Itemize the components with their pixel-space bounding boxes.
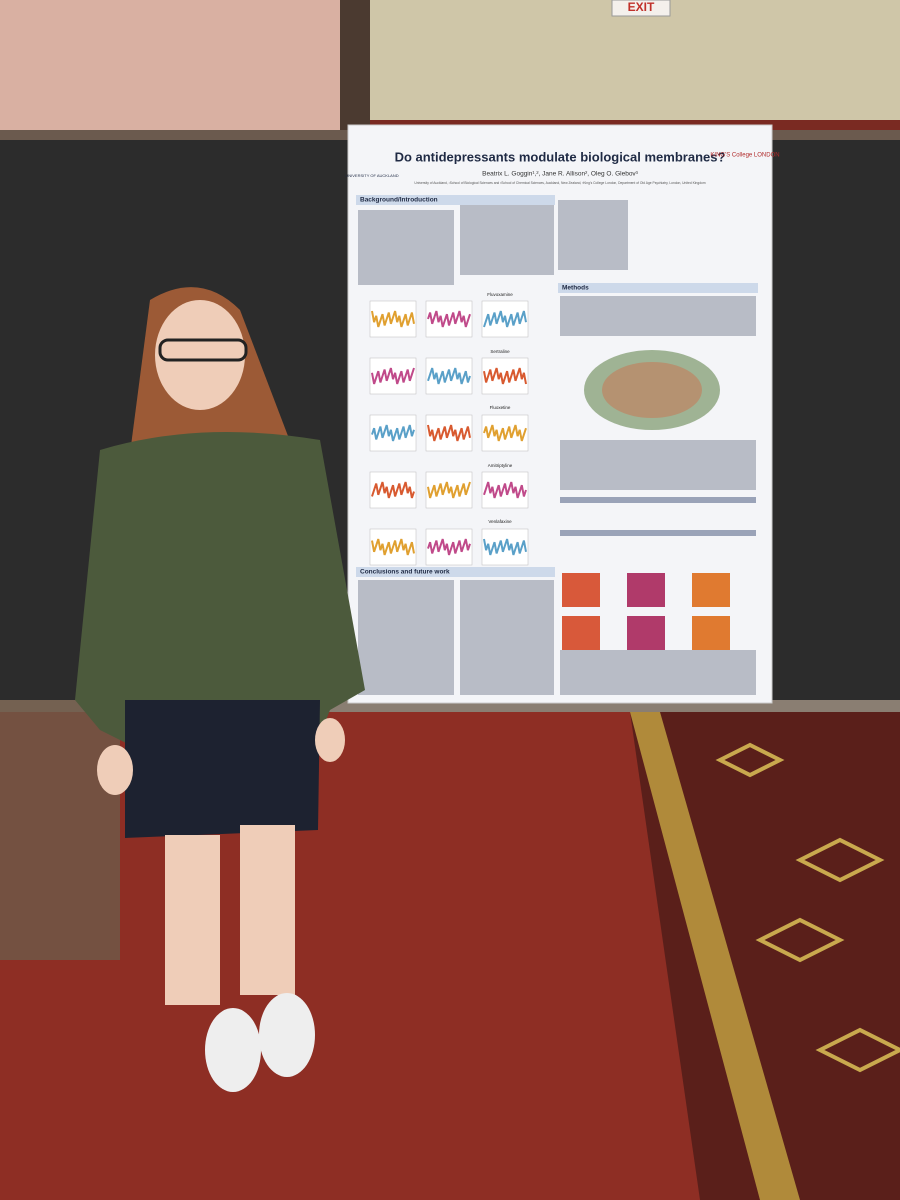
section-heading: Background/Introduction bbox=[360, 197, 438, 204]
plot-panel bbox=[369, 414, 417, 452]
heatmaps bbox=[562, 573, 730, 650]
wall-right bbox=[370, 0, 900, 120]
leg bbox=[165, 835, 220, 1005]
panel-label: Venlafaxine bbox=[488, 519, 512, 524]
shoe bbox=[259, 993, 315, 1077]
plot-trace bbox=[371, 367, 415, 385]
rug-motif bbox=[715, 742, 785, 778]
panel-label: Fluoxetine bbox=[490, 405, 511, 410]
panel-label: Amitriptyline bbox=[488, 463, 513, 468]
plot-trace bbox=[371, 424, 415, 442]
plot-trace bbox=[427, 310, 471, 328]
shoe bbox=[205, 1008, 261, 1092]
table bbox=[0, 700, 120, 960]
section-band bbox=[558, 283, 758, 293]
plot-trace bbox=[427, 481, 471, 499]
text-block bbox=[558, 200, 628, 270]
poster-title: Do antidepressants modulate biological m… bbox=[395, 149, 726, 164]
section-band bbox=[356, 567, 555, 577]
plot-grid bbox=[369, 300, 529, 566]
plot-trace bbox=[483, 310, 527, 328]
panel-label: Fluvoxamine bbox=[487, 292, 513, 297]
glasses bbox=[158, 338, 248, 362]
rug-border bbox=[630, 712, 800, 1200]
logo-kings: KING'S College LONDON bbox=[710, 153, 779, 159]
heatmap bbox=[627, 573, 665, 607]
wall-left bbox=[0, 0, 340, 150]
text-block bbox=[358, 580, 454, 695]
rug-motif bbox=[755, 917, 845, 963]
exit-text: EXIT bbox=[628, 0, 655, 14]
person bbox=[75, 287, 365, 1092]
text-blocks bbox=[358, 200, 756, 695]
shirt bbox=[75, 432, 365, 745]
poster-authors: Beatrix L. Goggin¹,², Jane R. Allison², … bbox=[482, 171, 639, 178]
skirt bbox=[125, 700, 320, 838]
plot-trace bbox=[427, 424, 471, 442]
poster-affiliations: University of Auckland, ¹School of Biolo… bbox=[414, 181, 705, 185]
heatmap bbox=[692, 573, 730, 607]
heatmap bbox=[692, 616, 730, 650]
logo-auckland: UNIVERSITY OF AUCKLAND bbox=[345, 173, 398, 178]
exit-sign bbox=[611, 0, 671, 17]
heatmap bbox=[627, 616, 665, 650]
section-heading: Methods bbox=[562, 285, 589, 292]
snapshot-strip bbox=[560, 530, 756, 536]
hand bbox=[315, 718, 345, 762]
plot-trace bbox=[371, 538, 415, 556]
plot-trace bbox=[371, 310, 415, 328]
panel-label: Sertraline bbox=[490, 349, 510, 354]
plot-trace bbox=[427, 367, 471, 385]
text-block bbox=[560, 650, 756, 695]
text-block bbox=[560, 440, 756, 490]
rug-motif bbox=[815, 1027, 900, 1073]
hand bbox=[97, 745, 133, 795]
plot-trace bbox=[483, 367, 527, 385]
plot-trace bbox=[483, 538, 527, 556]
plot-panel bbox=[425, 528, 473, 566]
heatmap bbox=[562, 573, 600, 607]
rug bbox=[630, 712, 900, 1200]
plot-trace bbox=[483, 481, 527, 499]
section-band bbox=[356, 195, 555, 205]
membrane-core bbox=[602, 362, 702, 418]
text-block bbox=[460, 580, 554, 695]
rug-pattern bbox=[715, 742, 900, 1073]
text-block bbox=[358, 210, 454, 285]
plot-trace bbox=[483, 424, 527, 442]
leg bbox=[240, 825, 295, 995]
text-block bbox=[460, 205, 554, 275]
snapshot-strip bbox=[560, 497, 756, 503]
rug-motif bbox=[795, 837, 885, 883]
heatmap bbox=[562, 616, 600, 650]
plot-trace bbox=[371, 481, 415, 499]
face bbox=[155, 300, 245, 410]
graph-panels: Fluvoxamine Sertraline Fluoxetine Amitri… bbox=[487, 292, 513, 524]
plot-trace bbox=[427, 538, 471, 556]
section-heading: Conclusions and future work bbox=[360, 569, 450, 576]
text-block bbox=[560, 296, 756, 336]
